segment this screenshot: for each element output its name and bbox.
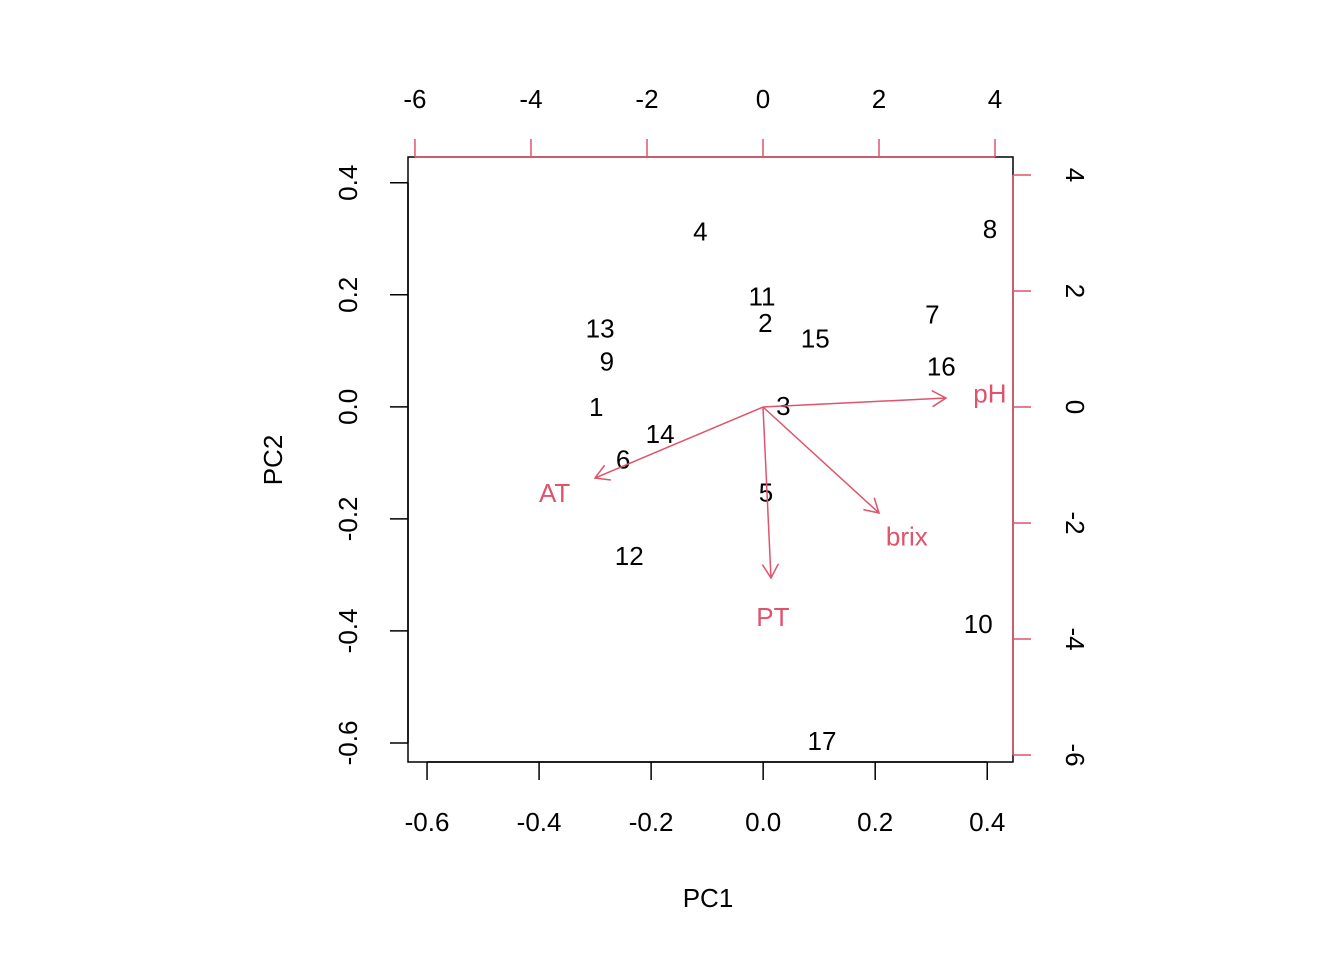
y-tick-label: -0.6 (333, 721, 363, 766)
x2-tick-label: 4 (988, 84, 1002, 114)
x-tick-label: 0.0 (745, 807, 781, 837)
score-label: 7 (925, 300, 939, 330)
score-label: 17 (808, 726, 837, 756)
y2-tick-label: -6 (1060, 743, 1090, 766)
score-label: 14 (646, 419, 675, 449)
score-label: 8 (983, 214, 997, 244)
x2-tick-label: -4 (519, 84, 542, 114)
score-label: 16 (927, 352, 956, 382)
x-tick-label: 0.2 (857, 807, 893, 837)
score-label: 11 (749, 282, 776, 312)
score-label: 15 (801, 324, 830, 354)
score-label: 5 (759, 478, 773, 508)
score-label: 1 (589, 392, 603, 422)
x2-tick-label: 0 (756, 84, 770, 114)
y2-tick-label: 2 (1060, 284, 1090, 298)
y2-tick-label: 4 (1060, 168, 1090, 182)
y2-tick-label: -4 (1060, 627, 1090, 650)
loading-arrow (761, 406, 780, 580)
score-label: 12 (615, 541, 644, 571)
x-axis-label: PC1 (683, 883, 734, 913)
y-axis-label: PC2 (258, 435, 288, 486)
x-tick-label: -0.4 (517, 807, 562, 837)
loading-arrow (762, 390, 948, 408)
y-tick-label: -0.2 (333, 496, 363, 541)
score-label: 2 (758, 308, 772, 338)
score-label: 6 (616, 445, 630, 475)
score-label: 9 (600, 347, 614, 377)
y2-tick-label: 0 (1060, 400, 1090, 414)
loading-label: brix (886, 521, 928, 551)
x-tick-label: -0.6 (405, 807, 450, 837)
x2-tick-label: 2 (872, 84, 886, 114)
y-tick-label: 0.2 (333, 277, 363, 313)
loading-arrow (762, 406, 881, 515)
x2-tick-label: -2 (635, 84, 658, 114)
loading-label: PT (756, 602, 789, 632)
y-tick-label: 0.0 (333, 389, 363, 425)
plot-frame (407, 156, 1014, 763)
score-label: 13 (586, 314, 615, 344)
x2-tick-label: -6 (403, 84, 426, 114)
x-tick-label: 0.4 (969, 807, 1005, 837)
loading-label: AT (539, 478, 570, 508)
loading-label: pH (973, 379, 1006, 409)
y-tick-label: -0.4 (333, 609, 363, 654)
x-tick-label: -0.2 (629, 807, 674, 837)
y-tick-label: 0.4 (333, 165, 363, 201)
score-label: 10 (964, 609, 993, 639)
y2-tick-label: -2 (1060, 511, 1090, 534)
loading-arrow (593, 406, 764, 481)
score-label: 4 (693, 217, 707, 247)
